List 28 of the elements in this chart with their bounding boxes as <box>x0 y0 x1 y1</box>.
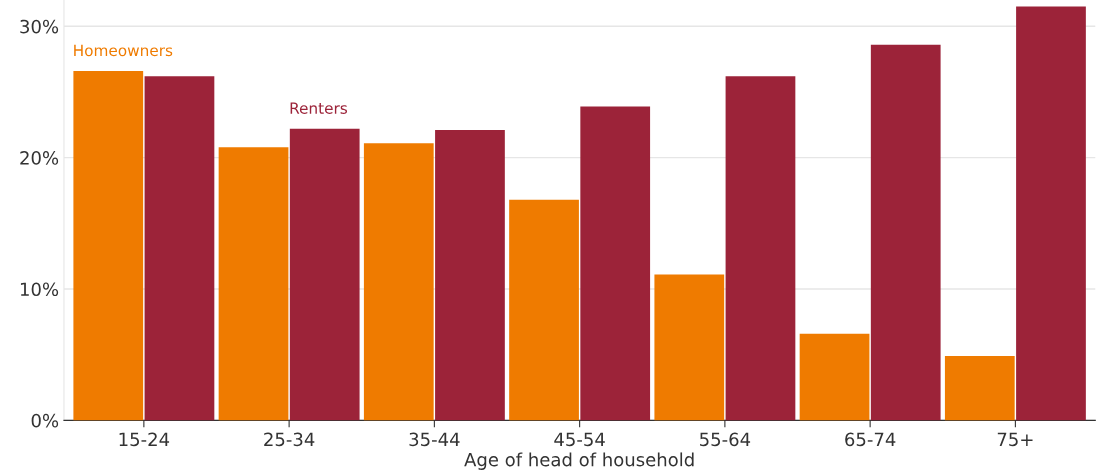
bar <box>289 128 360 421</box>
bar <box>73 70 144 421</box>
y-tick-label: 10% <box>20 282 59 297</box>
x-tick-label: 55-64 <box>700 432 751 447</box>
bar <box>435 130 505 421</box>
bar <box>509 199 579 421</box>
bar <box>870 44 941 421</box>
y-tick-label: 0% <box>31 413 59 428</box>
series-label: Homeowners <box>74 44 173 57</box>
x-tick-label: 75+ <box>997 432 1033 447</box>
x-tick-label: 25-34 <box>264 432 315 447</box>
bar <box>944 356 1015 421</box>
bar <box>654 274 725 421</box>
bar <box>725 76 796 421</box>
y-tick-label: 20% <box>20 151 59 165</box>
bar <box>144 76 215 421</box>
bar <box>218 147 289 421</box>
bar <box>1016 6 1086 421</box>
x-tick-label: 65-74 <box>845 432 896 447</box>
x-tick-label: 45-54 <box>554 432 605 447</box>
bar <box>363 143 434 421</box>
series-label: Renters <box>290 102 348 114</box>
x-tick-label: 15-24 <box>119 432 170 447</box>
bar <box>799 333 870 421</box>
bar <box>580 106 651 421</box>
y-tick-label: 30% <box>20 19 59 34</box>
x-axis-title: Age of head of household <box>464 452 694 470</box>
x-tick-label: 35-44 <box>409 432 460 447</box>
